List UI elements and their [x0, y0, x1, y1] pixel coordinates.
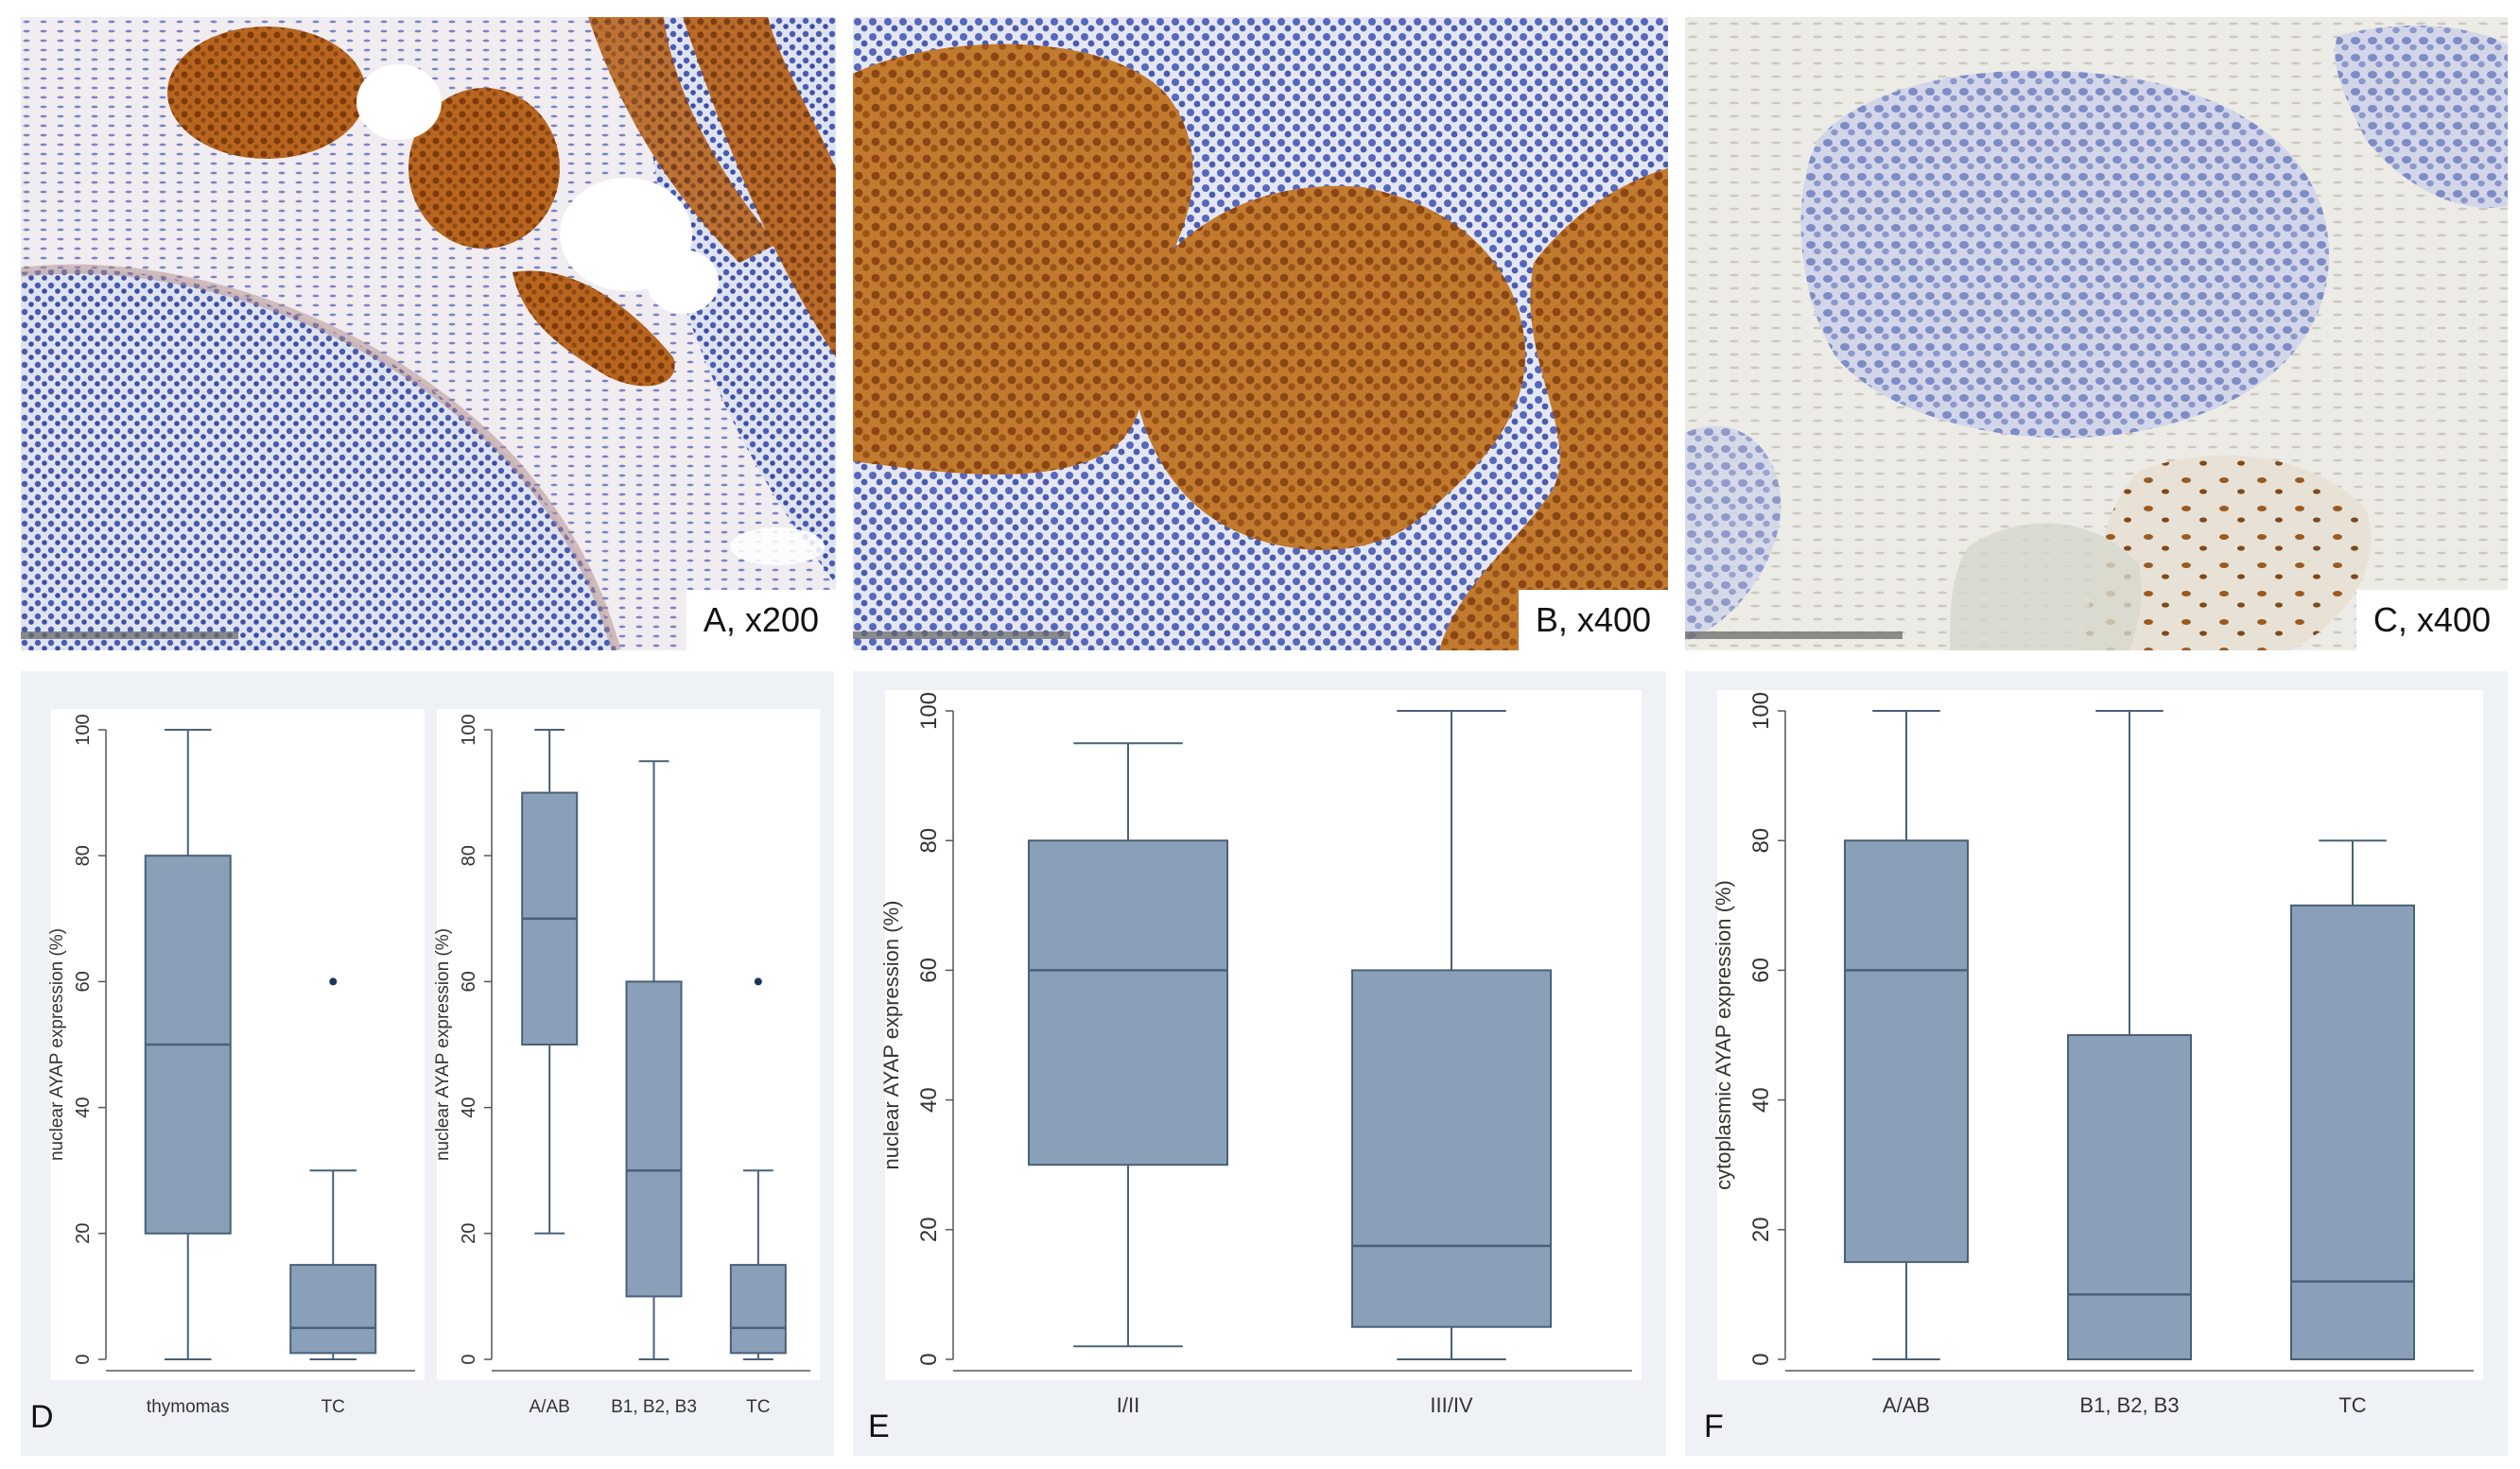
x-category-label: III/IV [1430, 1393, 1473, 1417]
y-tick-label: 20 [73, 1223, 94, 1244]
y-axis-label: nuclear AYAP expression (%) [433, 928, 453, 1161]
micrograph-a-image [21, 17, 836, 650]
box-iqr [2067, 1034, 2192, 1360]
y-tick-label: 60 [459, 971, 479, 992]
box-b1-b2-b3 [2067, 710, 2192, 1360]
x-category-label: B1, B2, B3 [2079, 1393, 2179, 1417]
chart-panel-f: 0 20 40 60 80 100 cytoplasmic AYAP expression … [1685, 671, 2508, 1456]
box-tc [289, 977, 377, 1360]
chart-e-svg: 0 20 40 60 80 100 nuclear AYAP expression (%) I… [879, 690, 1642, 1417]
y-tick-label: 40 [459, 1097, 479, 1117]
y-axis-label: cytoplasmic AYAP expression (%) [1712, 880, 1735, 1190]
x-category-label: TC [746, 1397, 770, 1417]
chart-panel-e: 0 20 40 60 80 100 nuclear AYAP expression (%) I… [853, 671, 1666, 1456]
box-iii-iv [1351, 710, 1552, 1360]
micrograph-b-image [853, 17, 1668, 650]
box-thymomas [144, 729, 232, 1360]
box-i-ii [1028, 742, 1228, 1348]
y-tick-label: 100 [1748, 692, 1774, 730]
micrograph-a: A, x200 [21, 17, 836, 650]
y-tick-label: 80 [916, 828, 942, 854]
x-category-label: B1, B2, B3 [611, 1397, 697, 1417]
panel-letter-e: E [868, 1409, 890, 1444]
y-tick-label: 0 [73, 1354, 94, 1364]
y-tick-label: 20 [1748, 1217, 1774, 1242]
y-tick-label: 80 [459, 845, 479, 866]
x-category-label: I/II [1117, 1393, 1139, 1417]
y-tick-label: 20 [916, 1217, 942, 1242]
chart-d-svg: 0 20 40 60 80 100 nuclear AYAP expression (%) t… [47, 709, 820, 1417]
y-axis-label: nuclear AYAP expression (%) [879, 901, 903, 1170]
y-tick-label: 100 [459, 714, 479, 745]
chart-d-left: 0 20 40 60 80 100 nuclear AYAP expression (%) t… [47, 709, 425, 1417]
chart-f-main: 0 20 40 60 80 100 cytoplasmic AYAP expression … [1712, 690, 2483, 1417]
chart-d-right: 0 20 40 60 80 100 nuclear AYAP expression (%) A… [433, 709, 820, 1417]
y-tick-label: 0 [459, 1354, 479, 1364]
y-tick-label: 40 [916, 1087, 942, 1113]
y-tick-label: 80 [73, 845, 94, 866]
chart-panel-d: 0 20 40 60 80 100 nuclear AYAP expression (%) t… [21, 671, 834, 1456]
x-category-label: TC [322, 1397, 345, 1417]
chart-f-svg: 0 20 40 60 80 100 cytoplasmic AYAP expression … [1712, 690, 2483, 1417]
y-axis-label: nuclear AYAP expression (%) [47, 928, 67, 1161]
box-iqr [2290, 904, 2415, 1361]
x-category-label: A/AB [530, 1397, 570, 1417]
box-iqr [1028, 839, 1228, 1167]
box-tc [2290, 839, 2415, 1361]
magnification-label-b: B, x400 [1518, 590, 1668, 650]
y-tick-label: 60 [1748, 958, 1774, 983]
panel-letter-f: F [1704, 1409, 1724, 1444]
micrograph-c: C, x400 [1685, 17, 2508, 650]
y-tick-label: 20 [459, 1223, 479, 1244]
x-category-label: A/AB [1883, 1393, 1930, 1417]
y-tick-label: 40 [73, 1097, 94, 1117]
outlier-point [754, 977, 762, 986]
y-tick-label: 0 [1748, 1353, 1774, 1365]
y-tick-label: 100 [916, 692, 942, 730]
box-iqr [1351, 969, 1552, 1328]
magnification-label-c: C, x400 [2355, 590, 2508, 650]
y-tick-label: 0 [916, 1353, 942, 1365]
magnification-label-a: A, x200 [686, 590, 836, 650]
x-category-label: thymomas [147, 1397, 230, 1417]
box-iqr [729, 1264, 787, 1355]
x-category-label: TC [2338, 1393, 2366, 1417]
y-tick-label: 100 [73, 714, 94, 745]
y-tick-label: 80 [1748, 828, 1774, 854]
panel-letter-d: D [30, 1399, 54, 1435]
box-a-ab [1844, 710, 1969, 1360]
box-iqr [625, 980, 683, 1298]
y-tick-label: 60 [916, 958, 942, 983]
y-tick-label: 60 [73, 971, 94, 992]
micrograph-b: B, x400 [853, 17, 1668, 650]
box-iqr [289, 1264, 377, 1355]
chart-e-main: 0 20 40 60 80 100 nuclear AYAP expression (%) I… [879, 690, 1642, 1417]
box-iqr [1844, 839, 1969, 1264]
outlier-point [329, 977, 338, 986]
box-tc [729, 977, 787, 1360]
box-a-ab [521, 729, 579, 1235]
y-tick-label: 40 [1748, 1087, 1774, 1113]
micrograph-c-image [1685, 17, 2508, 650]
box-b1-b2-b3 [625, 760, 683, 1360]
